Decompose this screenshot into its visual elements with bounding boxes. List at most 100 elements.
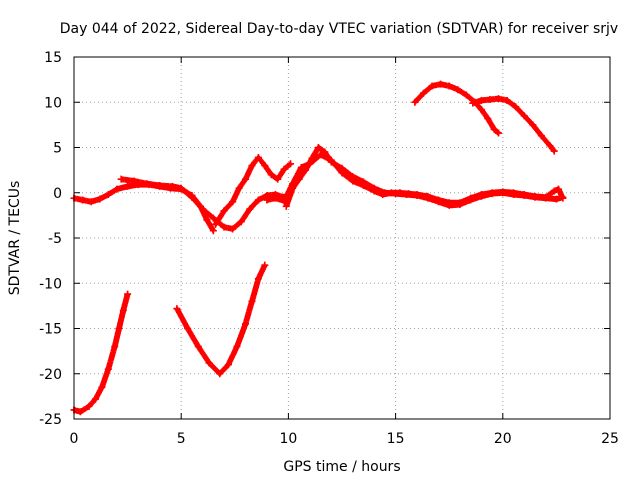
- data-point: [169, 182, 177, 190]
- data-point: [156, 182, 164, 190]
- series-track-5: [212, 153, 295, 228]
- data-point: [467, 194, 475, 202]
- data-point: [531, 192, 539, 200]
- data-point: [297, 163, 305, 171]
- data-point: [212, 220, 220, 228]
- x-tick-label: 5: [177, 431, 186, 447]
- data-point: [306, 160, 314, 168]
- data-point: [542, 193, 550, 201]
- data-point: [237, 218, 245, 226]
- data-point: [119, 306, 127, 314]
- data-point: [85, 402, 93, 410]
- y-tick-label: -5: [48, 231, 62, 247]
- data-point: [280, 197, 288, 205]
- grid-lines: [74, 57, 610, 419]
- data-point: [203, 216, 211, 224]
- data-point: [469, 99, 477, 107]
- data-point: [314, 144, 322, 151]
- data-point: [289, 180, 297, 188]
- data-point: [111, 343, 119, 351]
- x-tick-label: 15: [387, 431, 405, 447]
- data-point: [282, 202, 290, 210]
- data-point: [248, 162, 256, 170]
- y-axis-title: SDTVAR / TECUs: [7, 181, 23, 296]
- data-point: [434, 196, 442, 204]
- data-point: [267, 171, 275, 179]
- data-point: [177, 184, 185, 192]
- y-tick-label: 0: [53, 186, 62, 202]
- data-point: [233, 343, 241, 351]
- data-point: [115, 325, 123, 332]
- y-tick-label: -25: [39, 412, 62, 428]
- data-point: [411, 98, 419, 106]
- chart-title: Day 044 of 2022, Sidereal Day-to-day VTE…: [60, 21, 618, 37]
- data-point: [495, 129, 503, 137]
- x-tick-label: 25: [601, 431, 619, 447]
- data-point: [205, 359, 213, 367]
- y-tick-label: -10: [39, 276, 62, 292]
- series-track-2: [173, 261, 269, 378]
- data-point: [254, 275, 262, 283]
- data-point: [199, 205, 207, 213]
- data-point: [248, 297, 256, 305]
- data-point: [555, 185, 563, 193]
- data-point: [272, 194, 280, 202]
- y-tick-label: -20: [39, 367, 62, 383]
- data-point: [370, 187, 378, 195]
- data-point: [454, 86, 462, 94]
- series-track-7: [263, 151, 567, 207]
- data-point: [242, 175, 250, 183]
- data-point: [79, 196, 87, 204]
- data-point: [437, 80, 445, 88]
- data-point: [445, 199, 453, 207]
- y-tick-label: 15: [44, 50, 62, 66]
- series-track-9: [469, 95, 558, 155]
- data-point: [124, 290, 132, 298]
- data-point: [484, 115, 492, 123]
- x-axis-title: GPS time / hours: [283, 459, 400, 475]
- data-point: [477, 191, 485, 199]
- y-tick-label: -15: [39, 322, 62, 338]
- data-point: [263, 196, 271, 204]
- data-point: [229, 198, 237, 206]
- y-tick-label: 10: [44, 95, 62, 111]
- data-point: [537, 132, 545, 140]
- data-point: [220, 207, 228, 215]
- data-point: [287, 160, 295, 168]
- data-point: [495, 95, 503, 103]
- data-point: [477, 105, 485, 113]
- data-point: [184, 325, 192, 332]
- data-point: [242, 320, 250, 328]
- data-point: [413, 191, 421, 199]
- data-point: [254, 153, 262, 161]
- data-point: [512, 103, 520, 111]
- data-point: [499, 188, 507, 196]
- data-point: [462, 91, 470, 99]
- data-point: [477, 96, 485, 104]
- data-point: [209, 214, 217, 222]
- data-point: [220, 223, 228, 231]
- data-point: [229, 225, 237, 233]
- data-point: [520, 191, 528, 199]
- data-point: [456, 199, 464, 207]
- data-point: [254, 196, 262, 204]
- data-point: [113, 185, 121, 193]
- data-point: [209, 227, 217, 235]
- data-point: [96, 195, 104, 203]
- data-point: [529, 121, 537, 129]
- data-point: [404, 190, 412, 198]
- data-point: [194, 343, 202, 351]
- data-point: [274, 175, 282, 183]
- data-point: [143, 180, 151, 188]
- data-point: [490, 125, 498, 133]
- data-point: [488, 189, 496, 197]
- data-point: [396, 189, 404, 197]
- data-point: [188, 193, 196, 201]
- data-point: [445, 82, 453, 90]
- data-point: [317, 151, 325, 159]
- data-point: [546, 142, 554, 150]
- data-point: [104, 365, 112, 373]
- data-point: [235, 184, 243, 192]
- x-tick-label: 0: [70, 431, 79, 447]
